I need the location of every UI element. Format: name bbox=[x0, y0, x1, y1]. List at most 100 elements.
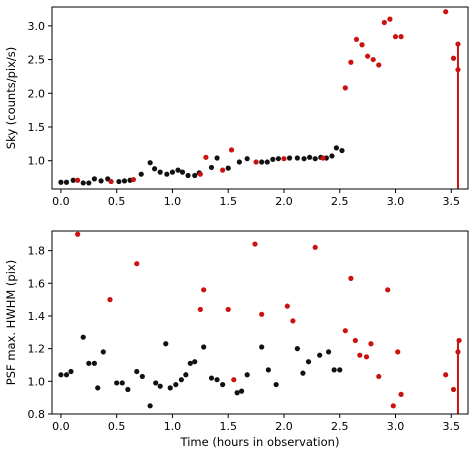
x-tick-label: 2.0 bbox=[275, 195, 293, 208]
black-data-point bbox=[138, 171, 144, 177]
red-data-point bbox=[450, 386, 457, 393]
black-data-point bbox=[68, 368, 74, 375]
black-data-point bbox=[312, 156, 318, 162]
black-data-point bbox=[214, 155, 220, 161]
red-data-point bbox=[455, 41, 461, 47]
red-data-point bbox=[320, 155, 326, 161]
red-data-point bbox=[357, 352, 363, 358]
x-tick-label: 2.5 bbox=[331, 195, 349, 208]
x-tick-label: 2.0 bbox=[275, 420, 293, 433]
red-data-point bbox=[370, 56, 376, 63]
y-tick-label: 1.0 bbox=[28, 375, 46, 388]
y-tick-label: 3.0 bbox=[28, 20, 46, 33]
y-tick-label: 1.0 bbox=[28, 155, 46, 168]
black-data-point bbox=[86, 180, 92, 186]
black-data-point bbox=[270, 156, 276, 162]
black-data-point bbox=[125, 386, 131, 393]
y-tick-label: 1.8 bbox=[28, 245, 46, 258]
x-tick-label: 0.5 bbox=[108, 420, 126, 433]
black-data-point bbox=[185, 172, 191, 179]
black-data-point bbox=[220, 381, 226, 388]
y-tick-label: 1.2 bbox=[28, 343, 46, 356]
red-data-point bbox=[455, 349, 461, 355]
black-data-point bbox=[121, 178, 128, 184]
red-data-point bbox=[392, 34, 399, 40]
red-data-point bbox=[252, 241, 258, 247]
red-data-point bbox=[134, 261, 140, 267]
x-tick-label: 0.0 bbox=[52, 420, 70, 433]
red-data-point bbox=[231, 377, 237, 383]
black-data-point bbox=[294, 346, 300, 352]
red-data-point bbox=[290, 318, 296, 324]
red-data-point bbox=[228, 147, 235, 153]
red-data-point bbox=[342, 85, 348, 91]
red-data-point bbox=[75, 231, 81, 237]
red-data-point bbox=[284, 303, 290, 309]
red-data-point bbox=[259, 311, 265, 317]
black-data-point bbox=[164, 171, 170, 177]
x-tick-label: 1.0 bbox=[164, 420, 182, 433]
red-data-point bbox=[342, 328, 348, 334]
red-data-point bbox=[108, 178, 114, 185]
red-data-point bbox=[368, 341, 374, 347]
red-data-point bbox=[348, 275, 354, 281]
black-data-point bbox=[264, 159, 270, 165]
red-data-point bbox=[312, 244, 318, 250]
black-data-point bbox=[119, 380, 125, 386]
red-data-point bbox=[130, 176, 137, 183]
black-data-point bbox=[208, 164, 215, 171]
black-data-point bbox=[337, 367, 343, 373]
black-data-point bbox=[114, 380, 120, 386]
red-data-point bbox=[387, 16, 393, 22]
y-axis-label: PSF max. HWHM (pix) bbox=[4, 260, 18, 385]
black-data-point bbox=[157, 383, 163, 389]
black-data-point bbox=[80, 180, 86, 186]
x-tick-label: 2.5 bbox=[331, 420, 349, 433]
black-data-point bbox=[98, 178, 104, 184]
red-data-point bbox=[201, 287, 207, 293]
black-data-point bbox=[100, 349, 106, 355]
black-data-point bbox=[147, 403, 153, 409]
y-tick-label: 1.4 bbox=[28, 310, 46, 323]
black-data-point bbox=[152, 166, 158, 172]
black-data-point bbox=[179, 169, 186, 175]
black-data-point bbox=[183, 372, 189, 378]
black-data-point bbox=[157, 169, 163, 175]
black-data-point bbox=[325, 349, 332, 355]
black-data-point bbox=[139, 373, 145, 380]
x-tick-label: 3.5 bbox=[443, 420, 461, 433]
x-tick-label: 1.5 bbox=[219, 195, 237, 208]
black-data-point bbox=[275, 156, 282, 162]
x-tick-label: 0.0 bbox=[52, 195, 70, 208]
red-data-point bbox=[443, 372, 449, 378]
y-tick-label: 2.0 bbox=[28, 87, 46, 100]
black-data-point bbox=[201, 344, 207, 350]
black-data-point bbox=[301, 156, 307, 162]
red-data-point bbox=[381, 19, 387, 26]
plot-panel-top: 0.0 0.5 1.0 1.5 2.0 2.5 3.0 3.5 1.0 1.5 2.0 2.5 3.0 S… bbox=[4, 6, 469, 208]
plot-frame bbox=[51, 230, 469, 415]
red-data-point bbox=[365, 53, 371, 59]
black-data-point bbox=[178, 377, 184, 383]
black-data-point bbox=[329, 153, 335, 159]
plot-frame bbox=[51, 6, 469, 190]
black-data-point bbox=[244, 372, 250, 378]
x-tick-label: 3.0 bbox=[387, 420, 405, 433]
black-data-point bbox=[300, 370, 306, 376]
black-data-point bbox=[147, 160, 153, 166]
black-data-point bbox=[167, 385, 173, 391]
black-data-point bbox=[265, 367, 271, 373]
x-tick-label: 0.5 bbox=[108, 195, 126, 208]
black-data-point bbox=[173, 381, 179, 388]
red-data-point bbox=[203, 154, 209, 160]
red-data-point bbox=[398, 34, 404, 40]
y-tick-label: 2.5 bbox=[28, 54, 46, 67]
black-data-point bbox=[80, 334, 86, 340]
red-data-point bbox=[363, 354, 370, 360]
x-tick-label: 3.5 bbox=[443, 195, 461, 208]
black-data-point bbox=[91, 360, 97, 366]
black-data-point bbox=[333, 145, 339, 151]
black-data-point bbox=[58, 179, 64, 185]
x-tick-label: 3.0 bbox=[387, 195, 405, 208]
black-data-point bbox=[234, 390, 240, 396]
